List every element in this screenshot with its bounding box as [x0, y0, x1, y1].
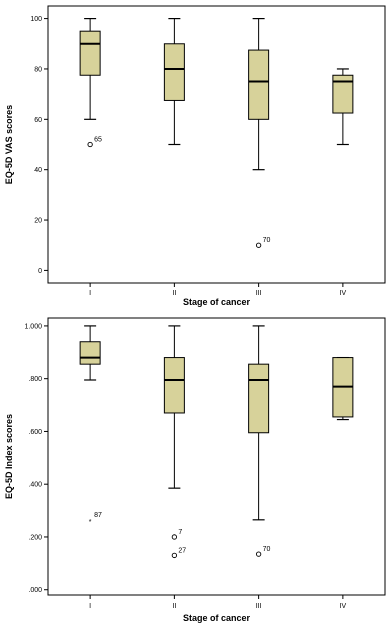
outlier-circle-marker [255, 551, 262, 557]
y-tick-label: 20 [34, 218, 42, 225]
box-group-stage-IV [332, 68, 354, 146]
iqr-box [163, 357, 185, 414]
y-tick-label: .000 [28, 587, 42, 594]
outlier-star-marker: * [89, 519, 92, 526]
y-tick-label: 1.000 [24, 323, 42, 330]
y-axis-title: EQ-5D VAS scores [4, 105, 14, 184]
iqr-box [248, 49, 270, 120]
box-group-stage-III [248, 17, 270, 171]
x-axis-title: Stage of cancer [183, 613, 251, 623]
x-tick-label: IV [340, 603, 347, 610]
y-tick-label: .800 [28, 376, 42, 383]
y-tick-label: .400 [28, 482, 42, 489]
outlier-label: 70 [263, 237, 271, 244]
box-group-stage-III [248, 325, 270, 521]
outlier-label: 7 [178, 529, 182, 536]
outlier-circle-marker [171, 552, 178, 559]
outlier-label: 27 [178, 547, 186, 554]
y-tick-label: 40 [34, 167, 42, 174]
x-tick-label: II [172, 290, 176, 297]
x-tick-label: I [89, 290, 91, 297]
box-group-stage-II [163, 325, 185, 489]
x-tick-label: III [256, 290, 262, 297]
y-tick-label: 100 [30, 16, 42, 23]
iqr-box [79, 30, 101, 76]
outlier-label: 87 [94, 512, 102, 519]
iqr-box [248, 363, 270, 434]
box-group-stage-I [79, 325, 101, 381]
box-group-stage-I [79, 17, 101, 120]
plot-frame [47, 317, 386, 596]
iqr-box [79, 341, 101, 365]
x-axis-title: Stage of cancer [183, 297, 251, 307]
iqr-box [332, 74, 354, 114]
x-tick-label: I [89, 603, 91, 610]
y-tick-label: .600 [28, 429, 42, 436]
outlier-circle-marker [255, 242, 262, 248]
y-tick-label: .200 [28, 534, 42, 541]
outlier-circle-marker [87, 141, 93, 148]
y-axis-title: EQ-5D Index scores [4, 414, 14, 499]
x-tick-label: II [172, 603, 176, 610]
box-group-stage-II [163, 17, 185, 146]
outlier-label: 70 [263, 546, 271, 553]
iqr-box [163, 43, 185, 101]
plot-frame [47, 5, 386, 284]
y-tick-label: 0 [38, 268, 42, 275]
y-tick-label: 60 [34, 117, 42, 124]
box-group-stage-IV [332, 356, 354, 421]
y-tick-label: 80 [34, 66, 42, 73]
x-tick-label: III [256, 603, 262, 610]
outlier-label: 65 [94, 137, 102, 144]
outlier-circle-marker [171, 534, 178, 540]
x-tick-label: IV [340, 290, 347, 297]
